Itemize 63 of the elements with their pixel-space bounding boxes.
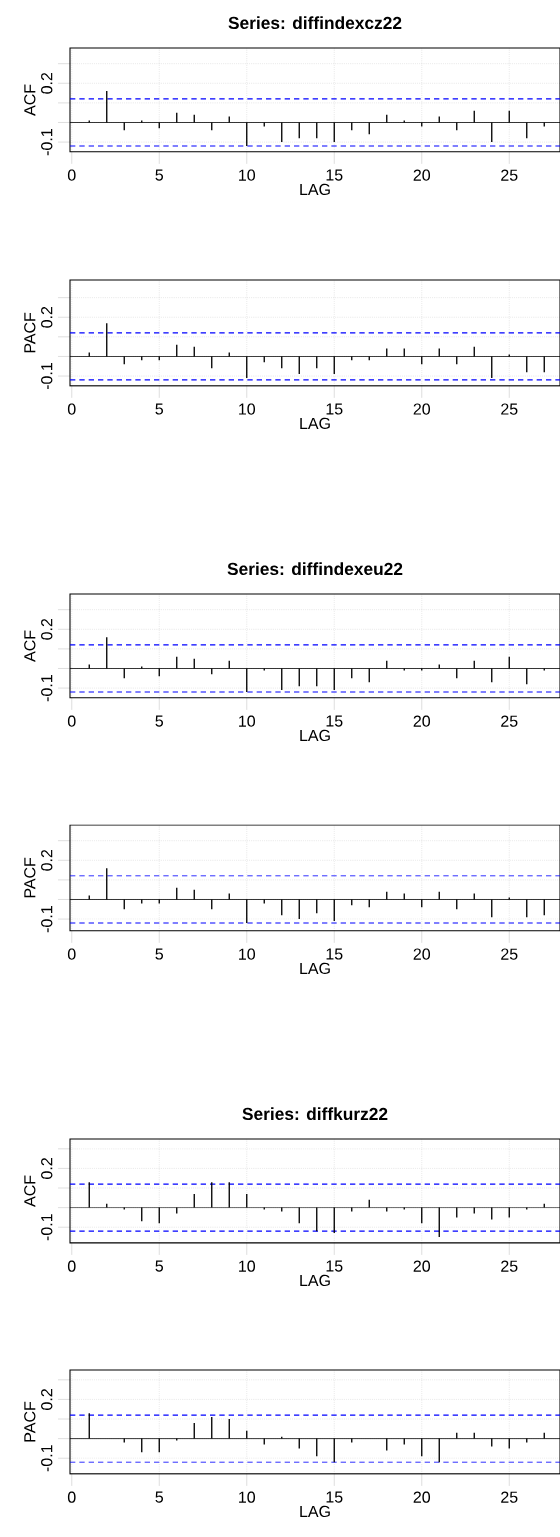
x-tick-label: 20: [413, 1491, 431, 1503]
x-tick-label: 15: [326, 403, 343, 415]
chart-title: Series: diffindexeu22: [227, 562, 403, 576]
y-axis-title: PACF: [24, 857, 36, 898]
x-tick-label: 10: [239, 1491, 256, 1503]
y-axis-title: ACF: [24, 630, 36, 662]
x-tick-label: 25: [501, 1491, 518, 1503]
y-axis-title: PACF: [24, 312, 36, 353]
x-tick-label: 5: [155, 1260, 164, 1272]
x-tick-label: 15: [326, 169, 343, 181]
x-tick-label: 15: [326, 1491, 343, 1503]
x-tick-label: 0: [67, 169, 76, 181]
x-tick-label: 10: [239, 403, 256, 415]
y-tick-label: 0.2: [41, 618, 53, 640]
x-axis-title: LAG: [300, 962, 330, 975]
y-tick-label: 0.2: [41, 1389, 53, 1410]
x-tick-label: 0: [67, 1491, 76, 1503]
x-tick-label: 10: [239, 715, 256, 727]
x-tick-label: 20: [413, 169, 431, 181]
x-tick-label: 10: [239, 169, 256, 181]
x-tick-label: 5: [155, 715, 164, 727]
x-tick-label: 0: [67, 403, 76, 415]
x-tick-label: 20: [413, 715, 431, 727]
x-tick-label: 20: [413, 948, 431, 960]
y-tick-label: -0.1: [41, 906, 53, 933]
y-tick-label: -0.1: [41, 129, 53, 156]
chart-title: Series: diffkurz22: [242, 1107, 388, 1121]
y-axis-title: PACF: [24, 1401, 36, 1442]
y-tick-label: 0.2: [41, 72, 53, 94]
x-tick-label: 20: [413, 1260, 431, 1272]
y-tick-label: -0.1: [41, 675, 53, 702]
x-tick-label: 25: [501, 948, 518, 960]
x-axis-title: LAG: [300, 183, 330, 196]
y-tick-label: -0.1: [41, 1445, 53, 1472]
x-tick-label: 15: [326, 1260, 343, 1272]
x-tick-label: 20: [413, 403, 431, 415]
x-tick-label: 0: [67, 715, 76, 727]
x-tick-label: 0: [67, 1260, 76, 1272]
y-tick-label: 0.2: [41, 1158, 53, 1179]
x-tick-label: 5: [155, 403, 164, 415]
x-axis-title: LAG: [300, 1505, 330, 1518]
y-tick-label: 0.2: [41, 306, 53, 328]
x-tick-label: 25: [501, 403, 518, 415]
x-tick-label: 25: [501, 1260, 518, 1272]
x-tick-label: 25: [501, 169, 518, 181]
x-axis-title: LAG: [300, 1274, 330, 1287]
x-axis-title: LAG: [300, 417, 330, 430]
x-tick-label: 0: [67, 948, 76, 960]
y-tick-label: 0.2: [41, 849, 53, 871]
x-tick-label: 15: [326, 715, 343, 727]
x-tick-label: 10: [239, 1260, 256, 1272]
y-tick-label: -0.1: [41, 1214, 53, 1241]
y-axis-title: ACF: [24, 84, 36, 116]
x-tick-label: 5: [155, 169, 164, 181]
x-axis-title: LAG: [300, 729, 330, 742]
y-tick-label: -0.1: [41, 363, 53, 390]
x-tick-label: 5: [155, 948, 164, 960]
chart-title: Series: diffindexcz22: [228, 16, 402, 30]
x-tick-label: 25: [501, 715, 518, 727]
x-tick-label: 10: [239, 948, 256, 960]
y-axis-title: ACF: [24, 1175, 36, 1207]
x-tick-label: 15: [326, 948, 343, 960]
x-tick-label: 5: [155, 1491, 164, 1503]
